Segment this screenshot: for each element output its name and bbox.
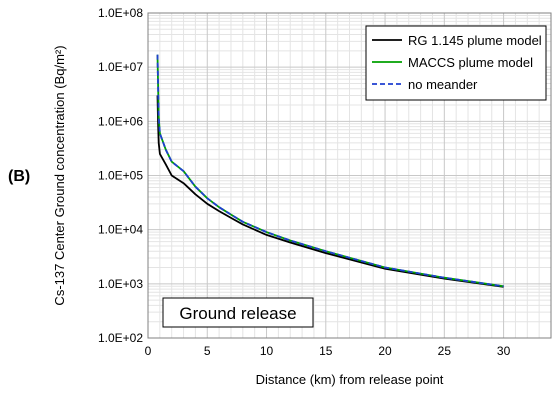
x-tick-label: 25 — [438, 344, 452, 358]
legend-label: no meander — [408, 77, 478, 92]
legend-label: MACCS plume model — [408, 55, 533, 70]
legend-label: RG 1.145 plume model — [408, 33, 542, 48]
y-tick-label: 1.0E+02 — [98, 331, 143, 345]
annotation-box — [162, 297, 314, 328]
x-tick-label: 30 — [497, 344, 511, 358]
x-tick-label: 20 — [378, 344, 392, 358]
legend-box — [365, 25, 547, 101]
series — [156, 54, 504, 288]
x-tick-label: 10 — [260, 344, 274, 358]
y-tick-label: 1.0E+05 — [98, 169, 143, 183]
y-tick-label: 1.0E+06 — [98, 114, 143, 128]
y-tick-label: 1.0E+07 — [98, 60, 143, 74]
series-line — [156, 54, 504, 288]
panel-label: (B) — [8, 168, 31, 185]
axes: 0 5 10 15 20 25 30 1.0E+02 1.0E+03 1.0E+04 1.0E+05… — [98, 6, 511, 358]
x-tick-label: 5 — [204, 344, 211, 358]
annotation-text: Ground release — [179, 304, 296, 323]
y-tick-label: 1.0E+04 — [98, 223, 143, 237]
y-axis-label: Cs-137 Center Ground concentration (Bq/m… — [52, 45, 67, 305]
plot-area — [147, 12, 552, 339]
annotation: Ground release — [162, 297, 314, 328]
y-tick-label: 1.0E+08 — [98, 6, 143, 20]
x-tick-label: 15 — [319, 344, 333, 358]
x-axis-label: Distance (km) from release point — [256, 372, 444, 387]
y-tick-label: 1.0E+03 — [98, 277, 143, 291]
legend: RG 1.145 plume model MACCS plume model no … — [365, 25, 547, 101]
series-line — [156, 95, 504, 288]
x-tick-label: 0 — [145, 344, 152, 358]
